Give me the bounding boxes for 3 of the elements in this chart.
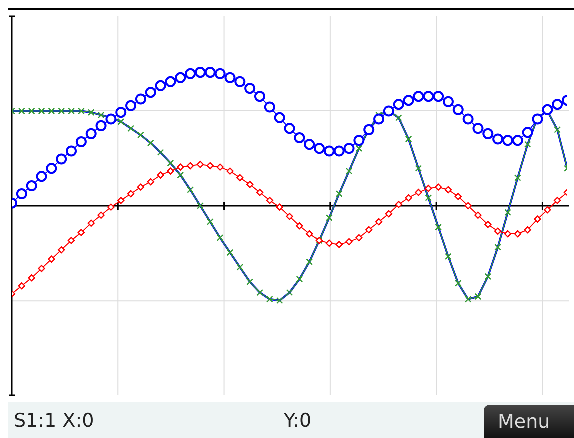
- text: Y:0: [284, 410, 312, 432]
- text: S1:1 X:0: [14, 410, 94, 432]
- text: Menu: [484, 405, 574, 438]
